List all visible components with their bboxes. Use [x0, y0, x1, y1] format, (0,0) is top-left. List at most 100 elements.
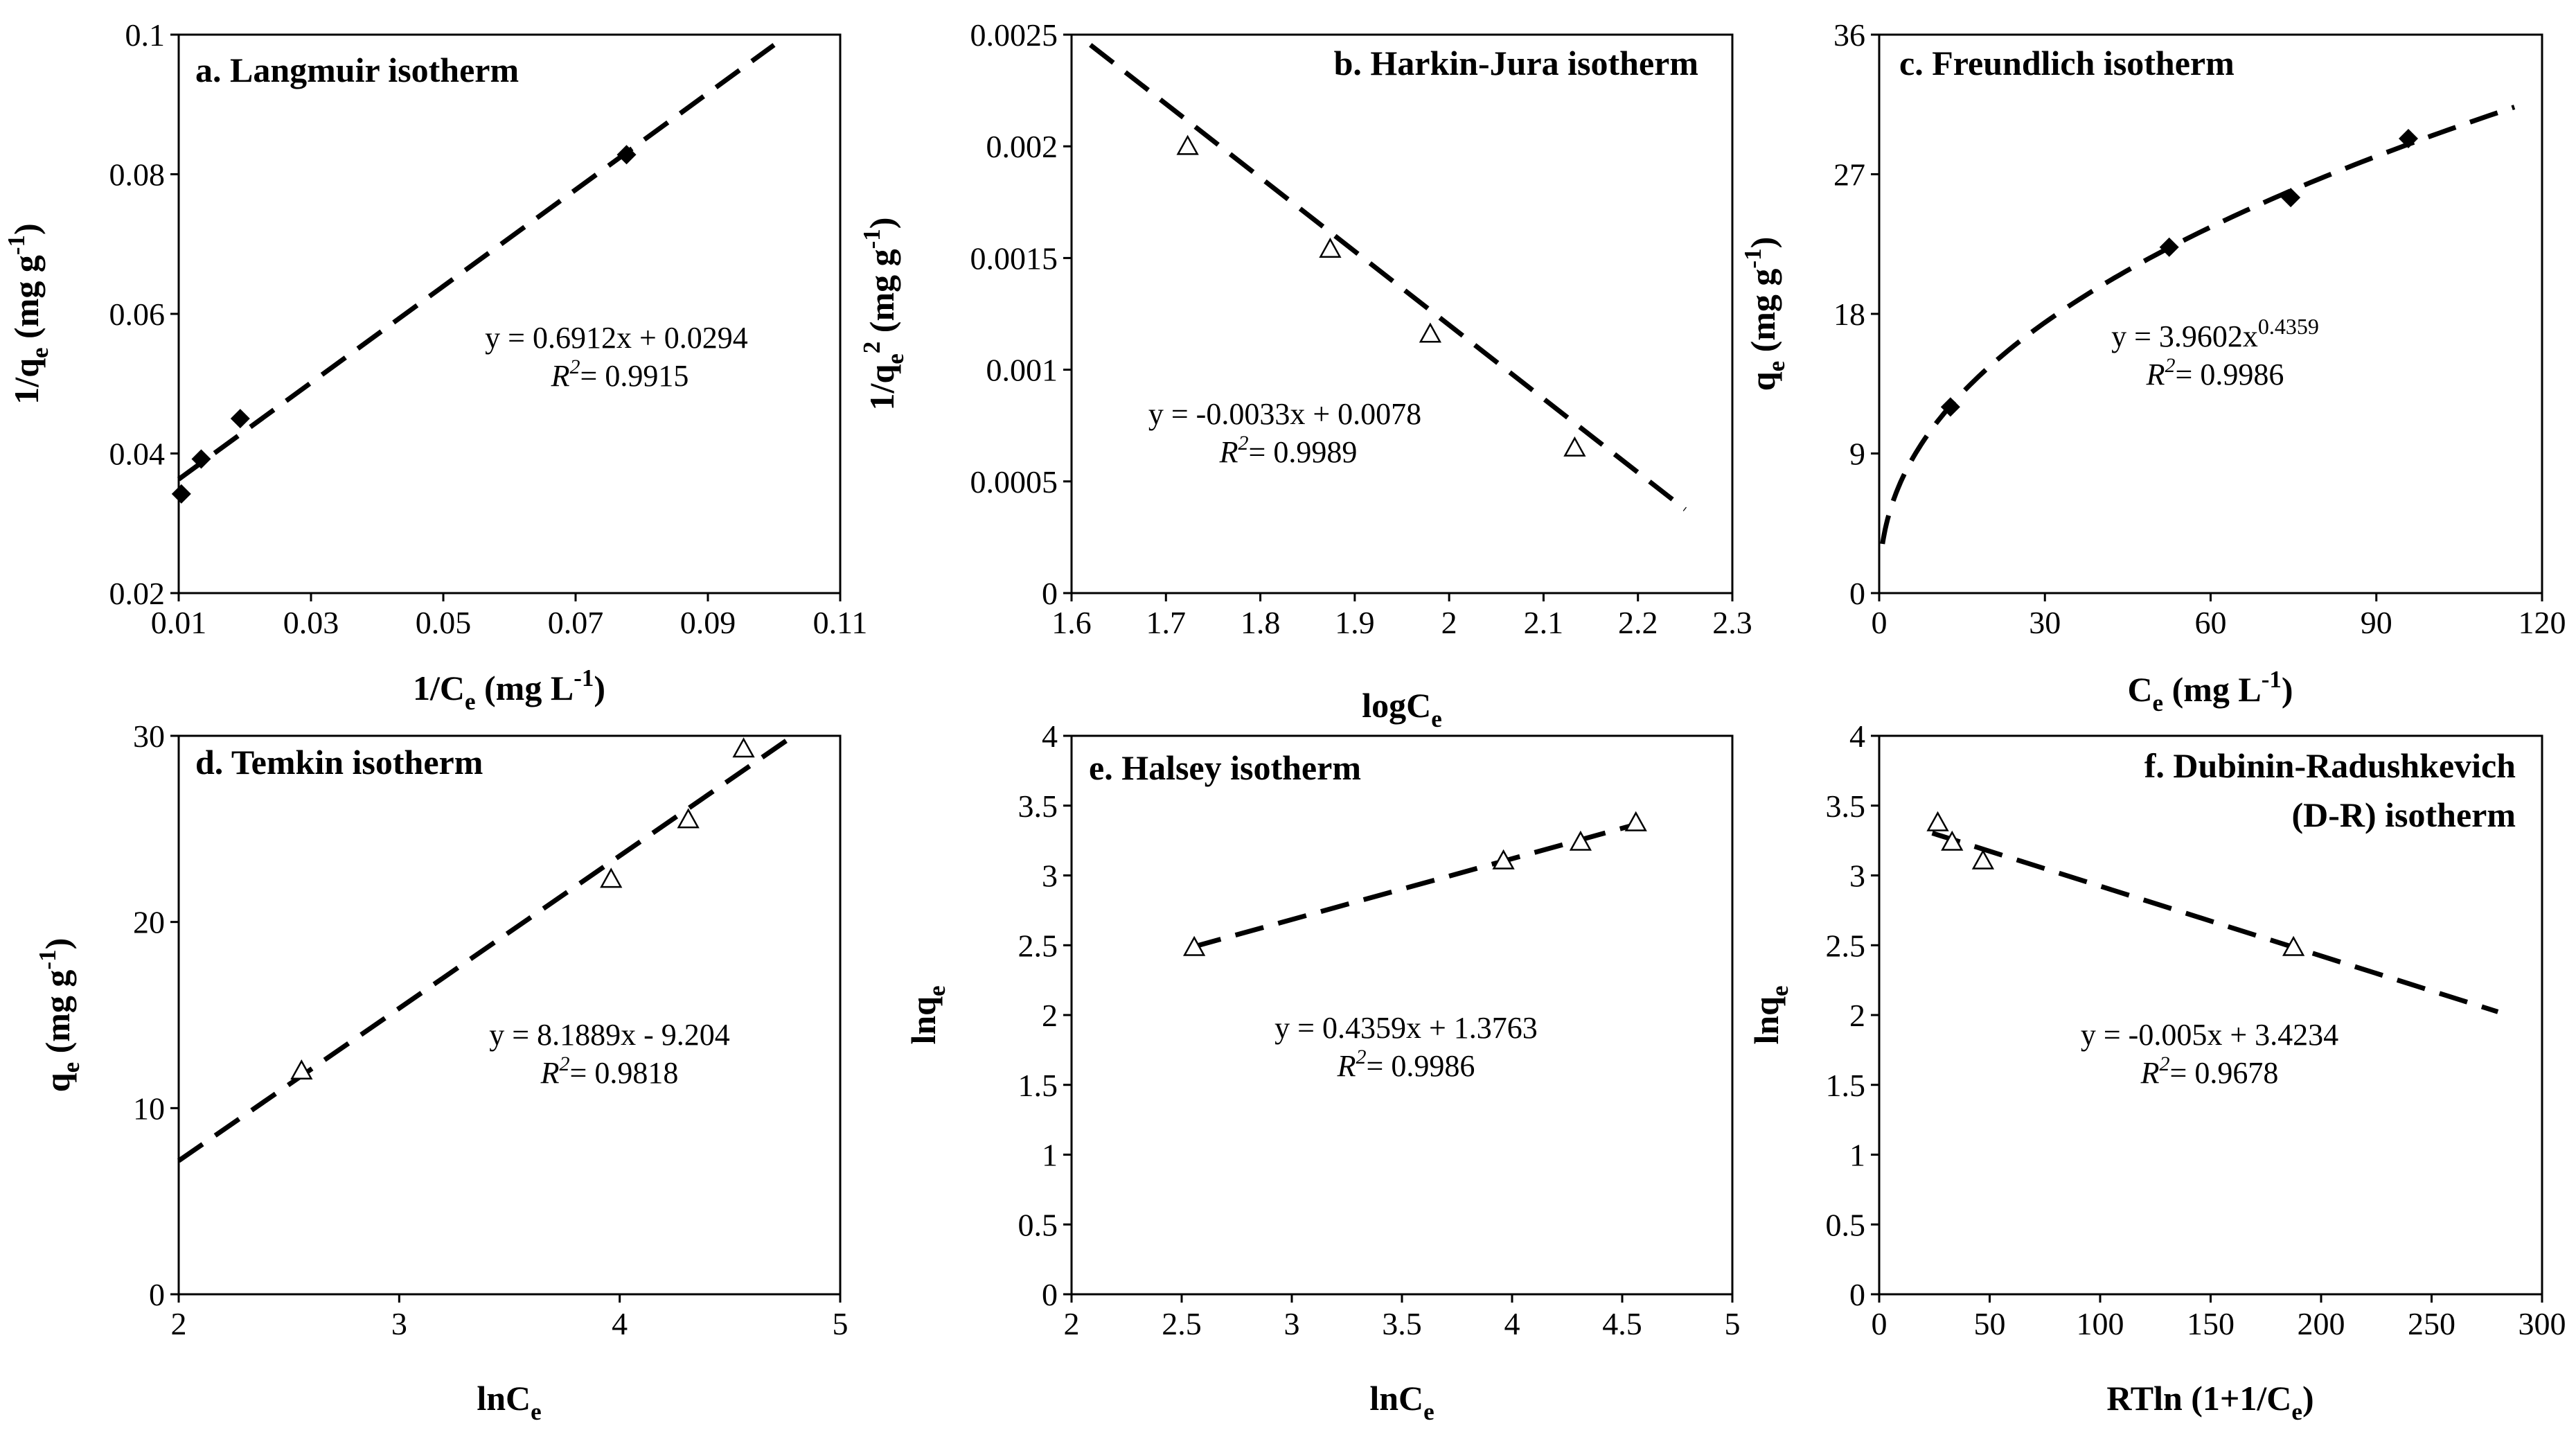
x-tick-label: 2.2: [1618, 605, 1658, 640]
data-point: [732, 737, 755, 758]
r-squared: R2= 0.9915: [551, 355, 689, 393]
data-point: [1926, 811, 1949, 831]
y-tick-label: 2: [1042, 998, 1058, 1033]
x-tick-label: 5: [833, 1306, 849, 1341]
y-tick-label: 0: [1042, 576, 1058, 611]
y-tick-label: 0.08: [109, 157, 166, 193]
x-tick-label: 0.11: [813, 605, 868, 640]
panel-f: 0 50 100 150 200 250 300 0 0.5 1 1.5 2 2.5 3 3.5 4 f. Du…: [1747, 718, 2566, 1425]
r-squared: R2= 0.9678: [2140, 1052, 2279, 1090]
panel-c: 0 30 60 90 120 0 9 18 27 36 c. Freundlich isotherm…: [1739, 17, 2566, 716]
data-point: [1492, 849, 1515, 870]
x-tick-label: 2.1: [1524, 605, 1564, 640]
x-tick-label: 5: [1725, 1306, 1741, 1341]
y-tick-label: 0.5: [1018, 1207, 1058, 1242]
x-tick-label: 2: [1441, 605, 1457, 640]
y-tick-label: 0.5: [1826, 1207, 1866, 1242]
x-tick-label: 150: [2187, 1306, 2235, 1341]
y-tick-label: 0.06: [109, 297, 166, 332]
x-tick-label: 90: [2361, 605, 2392, 640]
y-tick-label: 30: [133, 718, 165, 754]
panel-d: 2 3 4 5 0 10 20 30 d. Temkin isotherm y = 8.1889x…: [34, 718, 849, 1425]
regression-equation: y = -0.0033x + 0.0078: [1148, 397, 1421, 431]
y-tick-label: 0.001: [986, 353, 1058, 388]
y-tick-label: 2: [1849, 998, 1865, 1033]
x-tick-label: 30: [2029, 605, 2061, 640]
x-tick-label: 3: [391, 1306, 407, 1341]
data-point: [1419, 322, 1442, 343]
y-tick-label: 0: [149, 1277, 165, 1312]
y-tick-label: 1: [1042, 1138, 1058, 1173]
y-axis-title: 1/qe (mg g-1): [3, 223, 53, 404]
y-tick-label: 27: [1833, 157, 1865, 193]
x-tick-label: 3.5: [1382, 1306, 1422, 1341]
trendline: [1191, 822, 1637, 950]
x-tick-label: 2: [1064, 1306, 1080, 1341]
y-tick-label: 4: [1042, 718, 1058, 754]
trendline: [1880, 105, 2516, 545]
trendline: [1089, 43, 1687, 511]
data-point: [2282, 935, 2305, 956]
y-tick-label: 10: [133, 1091, 165, 1126]
panel-a: 0.01 0.03 0.05 0.07 0.09 0.11 0.02 0.04 0.06 0.08…: [3, 17, 867, 715]
r-squared: R2= 0.9986: [1337, 1046, 1475, 1083]
data-point: [1624, 811, 1647, 831]
regression-equation: y = 3.9602x0.4359: [2111, 314, 2319, 353]
panel-e: 2 2.5 3 3.5 4 4.5 5 0 0.5 1 1.5 2 2.5 3 3.5 4 e. Halsey …: [904, 718, 1741, 1425]
x-tick-label: 0: [1872, 605, 1887, 640]
y-tick-label: 18: [1833, 297, 1865, 332]
y-tick-label: 0.04: [109, 437, 166, 472]
regression-equation: y = 0.6912x + 0.0294: [485, 321, 748, 355]
y-tick-label: 2.5: [1018, 928, 1058, 963]
data-point: [1183, 935, 1206, 956]
panel-title: d. Temkin isotherm: [195, 743, 483, 782]
y-tick-label: 0.0025: [970, 17, 1058, 53]
data-point: [1940, 397, 1960, 417]
y-tick-label: 4: [1849, 718, 1865, 754]
data-point: [230, 409, 250, 429]
x-tick-label: 1.9: [1335, 605, 1375, 640]
panel-title: f. Dubinin-Radushkevich: [2144, 746, 2516, 785]
x-tick-label: 100: [2077, 1306, 2124, 1341]
y-tick-label: 0.0015: [970, 240, 1058, 276]
y-tick-label: 3: [1849, 858, 1865, 894]
y-tick-label: 3: [1042, 858, 1058, 894]
x-tick-label: 4: [612, 1306, 628, 1341]
x-axis-title: lnCe: [477, 1379, 541, 1425]
x-axis-title: Ce (mg L-1): [2127, 666, 2293, 716]
y-tick-label: 0: [1849, 1277, 1865, 1312]
y-tick-label: 0.1: [125, 17, 166, 53]
y-tick-label: 0.0005: [970, 464, 1058, 500]
y-tick-label: 36: [1833, 17, 1865, 53]
panel-title: e. Halsey isotherm: [1089, 748, 1361, 787]
regression-equation: y = 0.4359x + 1.3763: [1274, 1011, 1538, 1045]
y-tick-label: 1: [1849, 1138, 1865, 1173]
x-tick-label: 300: [2519, 1306, 2566, 1341]
x-tick-label: 2.5: [1162, 1306, 1202, 1341]
r-squared: R2= 0.9986: [2146, 354, 2284, 391]
data-point: [1569, 830, 1592, 851]
y-tick-label: 3.5: [1826, 788, 1866, 824]
y-tick-label: 3.5: [1018, 788, 1058, 824]
panel-b: 1.6 1.7 1.8 1.9 2 2.1 2.2 2.3 0 0.0005 0.001 0.0015…: [858, 17, 1752, 732]
y-axis-title: lnqe: [904, 985, 950, 1044]
plot-frame: [1878, 33, 2543, 594]
y-tick-label: 1.5: [1826, 1068, 1866, 1103]
data-point: [616, 145, 637, 165]
x-tick-label: 4: [1504, 1306, 1520, 1341]
trendline: [177, 43, 776, 482]
x-tick-label: 120: [2519, 605, 2566, 640]
y-tick-label: 0: [1042, 1277, 1058, 1312]
y-tick-label: 1.5: [1018, 1068, 1058, 1103]
y-axis-title: qe (mg g-1): [1739, 237, 1790, 391]
x-tick-label: 1.8: [1241, 605, 1281, 640]
panel-title: b. Harkin-Jura isotherm: [1334, 44, 1698, 82]
data-point: [2159, 237, 2179, 257]
x-axis-title: logCe: [1362, 686, 1442, 732]
x-tick-label: 0.09: [680, 605, 736, 640]
x-tick-label: 0.07: [548, 605, 604, 640]
x-tick-label: 3: [1284, 1306, 1300, 1341]
x-tick-label: 200: [2298, 1306, 2345, 1341]
x-tick-label: 50: [1974, 1306, 2006, 1341]
x-tick-label: 0: [1872, 1306, 1887, 1341]
